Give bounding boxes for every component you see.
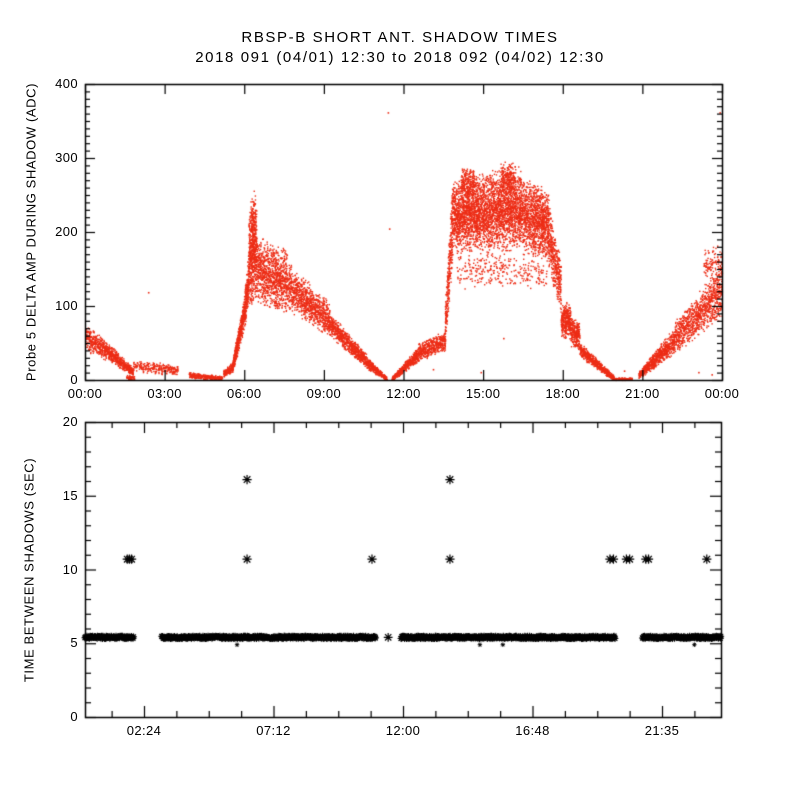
top-x-tick-label: 06:00	[226, 386, 262, 401]
chart-subtitle: 2018 091 (04/01) 12:30 to 2018 092 (04/0…	[195, 49, 605, 66]
top-y-tick-label: 300	[55, 150, 78, 165]
bottom-y-tick-label: 5	[70, 635, 78, 651]
bottom-x-tick-label: 12:00	[385, 723, 421, 738]
top-x-tick-label: 18:00	[545, 386, 581, 401]
chart-title: RBSP-B SHORT ANT. SHADOW TIMES	[241, 29, 559, 46]
bottom-y-tick-label: 20	[62, 414, 78, 429]
top-x-tick-label: 12:00	[386, 386, 421, 401]
top-y-tick-label: 0	[70, 372, 78, 387]
bottom-x-tick-label: 16:48	[515, 723, 550, 738]
top-x-tick-label: 03:00	[147, 386, 182, 401]
top-y-tick-label: 200	[55, 224, 78, 239]
top-y-tick-label: 400	[55, 76, 78, 91]
bottom-y-tick-label: 15	[62, 487, 78, 503]
top-x-tick-label: 00:00	[704, 386, 740, 401]
bottom-x-tick-label: 02:24	[126, 723, 162, 738]
bottom-x-tick-label: 21:35	[644, 723, 680, 738]
bottom-y-tick-label: 10	[62, 561, 78, 577]
top-x-tick-label: 21:00	[625, 386, 660, 401]
top-x-tick-label: 09:00	[306, 386, 342, 401]
top-y-tick-label: 100	[55, 298, 78, 313]
bottom-y-tick-label: 0	[70, 709, 78, 724]
top-x-tick-label: 00:00	[67, 386, 103, 401]
bottom-x-tick-label: 07:12	[256, 723, 291, 738]
top-x-tick-label: 15:00	[465, 386, 501, 401]
